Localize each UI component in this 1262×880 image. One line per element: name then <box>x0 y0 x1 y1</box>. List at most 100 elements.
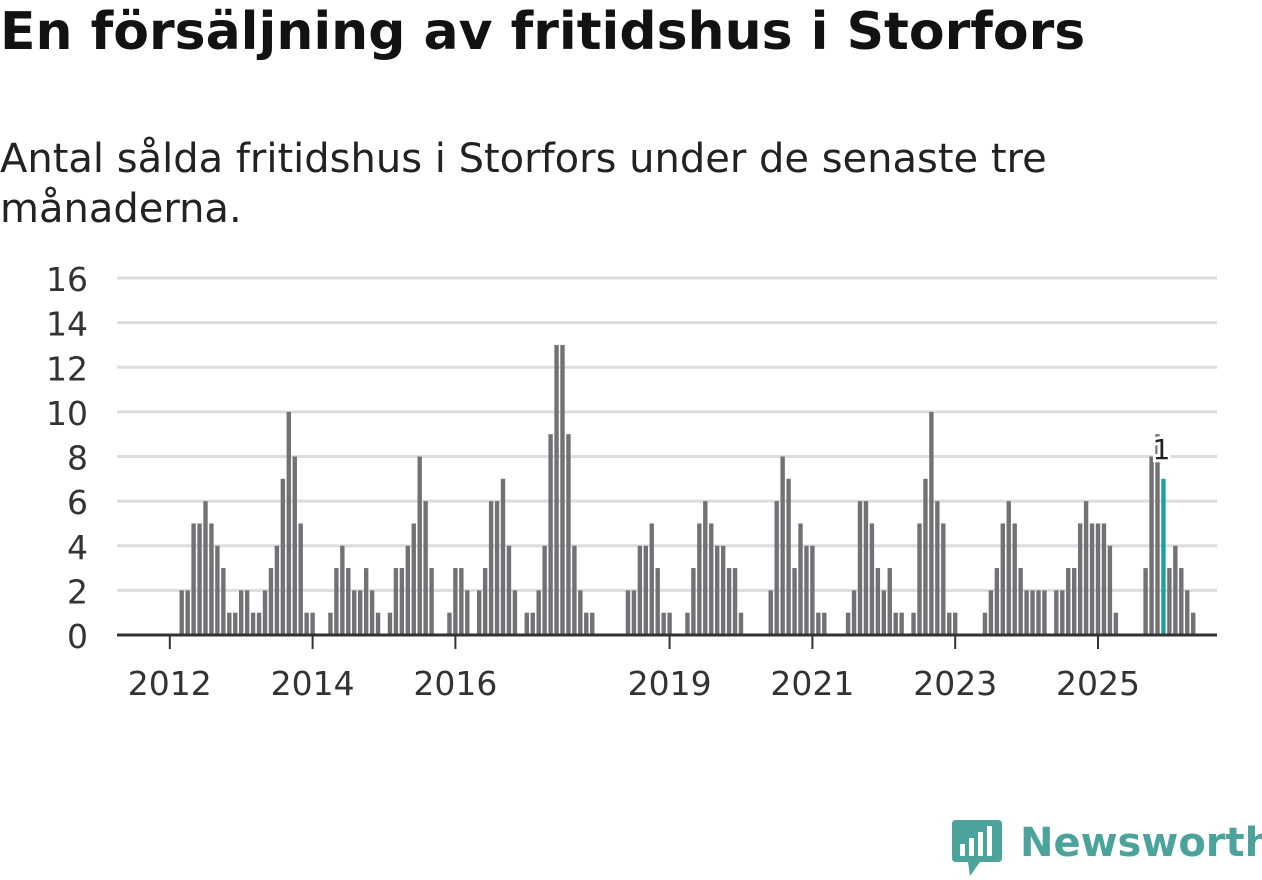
newsworthy-logo: Newsworthy <box>950 818 1262 880</box>
bar <box>768 590 773 636</box>
bar <box>899 612 904 635</box>
bar <box>548 434 553 635</box>
bar <box>1113 612 1119 635</box>
bar <box>631 590 637 636</box>
bar <box>649 523 654 635</box>
bar <box>685 612 690 635</box>
bar <box>941 523 946 635</box>
bar <box>851 590 857 636</box>
bar <box>203 501 208 636</box>
bar <box>875 568 881 635</box>
bar <box>643 545 648 635</box>
y-tick-label: 12 <box>46 349 88 388</box>
bar <box>655 568 660 635</box>
bar <box>982 612 988 635</box>
bar <box>447 612 452 635</box>
bar <box>352 590 357 636</box>
bar <box>1036 590 1041 636</box>
bar <box>387 612 393 635</box>
bar <box>334 568 339 635</box>
bar <box>947 612 952 635</box>
bar <box>405 545 410 635</box>
bar <box>792 568 797 635</box>
bar <box>1179 568 1184 635</box>
annotation-label: 1 <box>1153 433 1171 466</box>
bar <box>429 568 434 635</box>
bar <box>1060 590 1065 636</box>
bar <box>227 612 232 635</box>
bar <box>1191 612 1196 635</box>
bar <box>1143 568 1148 635</box>
bar <box>661 612 666 635</box>
y-tick-label: 14 <box>46 305 88 344</box>
y-axis-tick-labels: 0 2 4 6 8 10 12 14 16 <box>46 260 88 656</box>
bar <box>268 568 274 635</box>
bar <box>667 612 672 635</box>
chart-subtitle: Antal sålda fritidshus i Storfors under … <box>0 136 1047 232</box>
bar <box>1054 590 1059 636</box>
bar <box>512 590 518 636</box>
bar <box>1077 523 1083 635</box>
bar <box>929 411 934 636</box>
brand-name: Newsworthy <box>1020 820 1262 866</box>
x-tick-label: 2021 <box>770 664 854 703</box>
bar <box>274 545 280 635</box>
bar <box>250 612 256 635</box>
bar <box>566 434 571 635</box>
bar <box>536 590 541 636</box>
bar <box>911 612 916 635</box>
bar <box>280 478 286 635</box>
bar <box>423 501 428 636</box>
bar <box>215 545 220 635</box>
bar <box>691 568 696 635</box>
bar <box>994 568 1000 635</box>
bar <box>720 545 726 635</box>
bar <box>340 545 345 635</box>
bar <box>697 523 702 635</box>
bar <box>917 523 922 635</box>
bar <box>209 523 214 635</box>
bar <box>1155 434 1160 635</box>
bar <box>863 501 869 636</box>
bar <box>554 344 559 635</box>
bars <box>179 344 1196 636</box>
bar <box>453 568 458 635</box>
bar <box>286 411 291 636</box>
bar <box>197 523 202 635</box>
y-tick-label: 6 <box>67 483 88 522</box>
chart-title: En försäljning av fritidshus i Storfors <box>0 2 1086 62</box>
bar <box>578 590 583 636</box>
bar <box>804 545 809 635</box>
x-tick-label: 2019 <box>628 664 712 703</box>
y-tick-label: 4 <box>67 528 88 567</box>
bar <box>417 456 422 635</box>
bar <box>477 590 482 636</box>
y-tick-label: 8 <box>67 439 88 478</box>
x-axis-tick-labels: 2012 2014 2016 2019 2021 2023 2025 <box>128 635 1140 703</box>
bar <box>1089 523 1095 635</box>
bar <box>560 344 565 635</box>
bar <box>482 568 488 635</box>
bar <box>1185 590 1190 636</box>
bar <box>625 590 631 636</box>
bar <box>399 568 405 635</box>
bar <box>369 590 375 636</box>
bar <box>1000 523 1005 635</box>
bar <box>298 523 303 635</box>
y-tick-label: 16 <box>46 260 88 299</box>
bar <box>185 590 190 636</box>
bar <box>459 568 464 635</box>
bar <box>262 590 268 636</box>
bar <box>1042 590 1047 636</box>
bar <box>709 523 714 635</box>
bar <box>935 501 940 636</box>
bar <box>1173 545 1178 635</box>
highlighted-bar <box>1161 478 1166 635</box>
bar <box>488 501 494 636</box>
bar <box>590 612 595 635</box>
bar <box>881 590 886 636</box>
bar <box>358 590 363 636</box>
y-tick-label: 10 <box>46 394 88 433</box>
x-tick-label: 2025 <box>1056 664 1140 703</box>
